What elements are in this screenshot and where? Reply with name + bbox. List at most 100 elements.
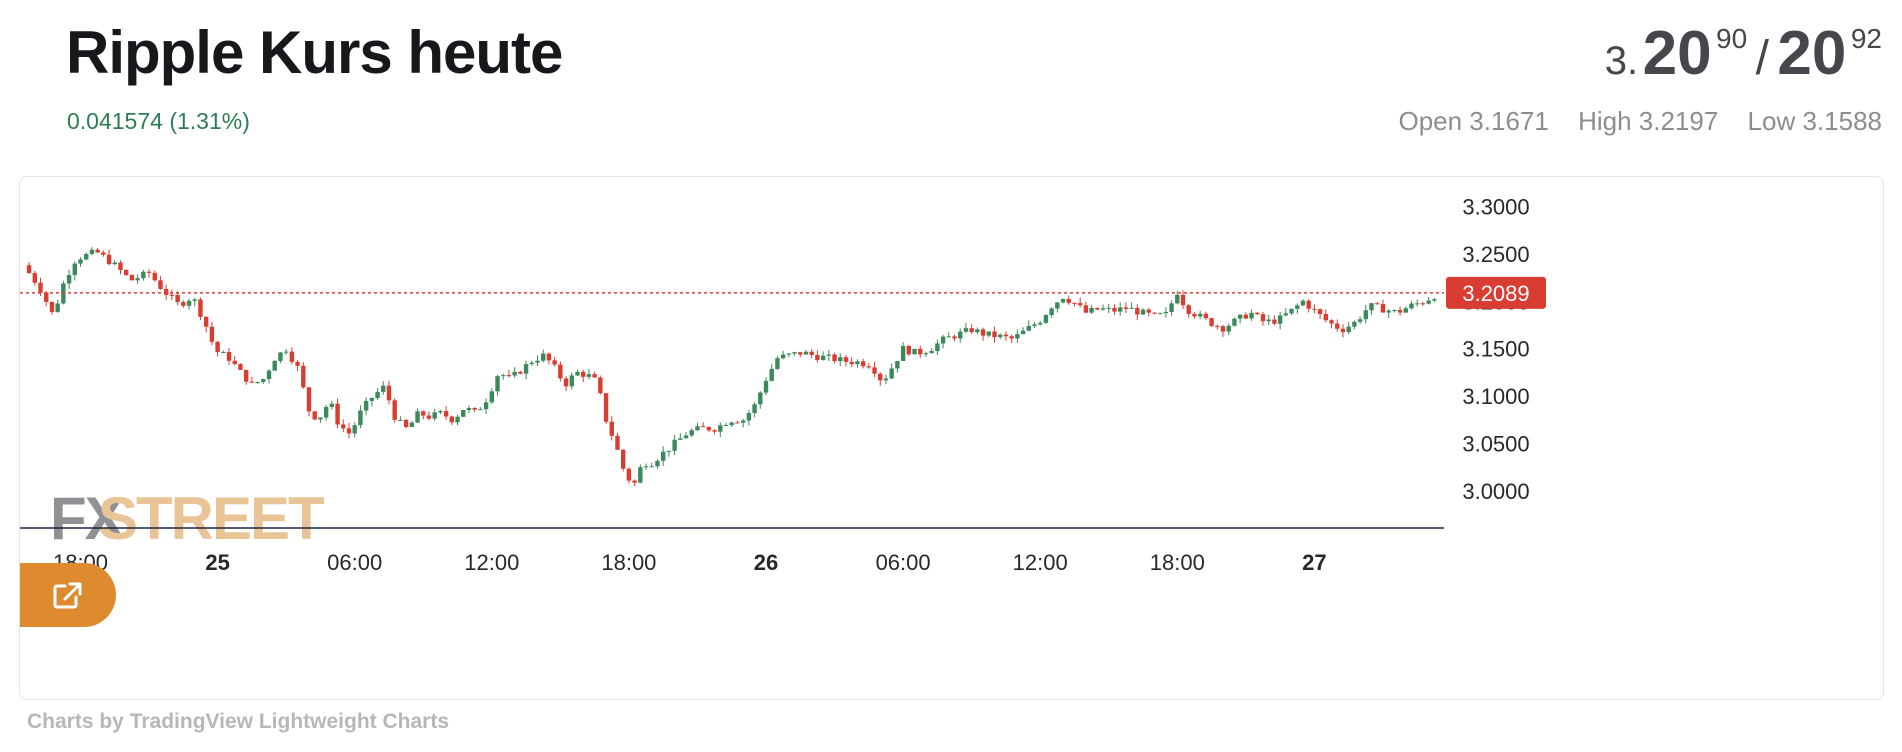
candle-up xyxy=(895,360,900,369)
candle-up xyxy=(221,351,226,353)
candle-up xyxy=(1129,307,1134,309)
candle-up xyxy=(986,331,991,336)
page-title: Ripple Kurs heute xyxy=(66,19,563,86)
candle-up xyxy=(489,391,494,403)
candle-up xyxy=(1140,309,1146,315)
candle-up xyxy=(1032,324,1037,326)
candle-down xyxy=(118,262,123,271)
candle-up xyxy=(900,345,906,361)
candle-up xyxy=(1237,314,1243,319)
candle-down xyxy=(146,271,152,273)
candle-down xyxy=(1209,318,1214,326)
candle-up xyxy=(649,466,654,468)
candle-down xyxy=(386,385,392,401)
fxstreet-logo: FX STREET xyxy=(50,485,326,552)
price-change: 0.041574 (1.31%) xyxy=(67,108,250,134)
x-tick-label: 18:00 xyxy=(601,550,656,575)
candle-down xyxy=(38,282,43,293)
candle-up xyxy=(541,353,546,361)
candle-down xyxy=(843,357,849,362)
candle-up xyxy=(1415,303,1420,305)
low-value: Low 3.1588 xyxy=(1747,106,1882,136)
x-tick-label: 06:00 xyxy=(876,550,931,575)
candle-up xyxy=(1157,313,1163,315)
candle-up xyxy=(1283,313,1289,316)
candle-down xyxy=(546,353,552,361)
external-link-icon xyxy=(53,582,82,609)
candle-up xyxy=(929,350,934,354)
candle-down xyxy=(306,387,312,412)
candle-up xyxy=(1386,310,1391,313)
candle-down xyxy=(1260,314,1266,322)
candle-up xyxy=(1403,308,1408,313)
candle-down xyxy=(289,351,295,362)
candle-up xyxy=(946,336,951,338)
y-axis: 3.30003.25003.20003.15003.10003.05003.00… xyxy=(1462,194,1529,504)
candle-up xyxy=(935,343,940,351)
candle-down xyxy=(26,265,32,274)
candle-up xyxy=(1426,300,1431,304)
candle-up xyxy=(272,360,277,371)
candle-up xyxy=(746,413,752,421)
candle-up xyxy=(940,336,946,344)
candle-up xyxy=(483,402,489,410)
y-tick-label: 3.1500 xyxy=(1462,337,1529,362)
candlestick-chart[interactable]: FX STREET 3.30003.25003.20003.15003.1000… xyxy=(20,177,1883,699)
open-external-button[interactable] xyxy=(20,563,116,627)
candle-up xyxy=(283,351,289,353)
candle-up xyxy=(660,451,666,461)
candle-up xyxy=(963,328,969,332)
quote-prefix: 3. xyxy=(1604,39,1639,83)
candle-up xyxy=(1038,322,1043,325)
candle-up xyxy=(1175,294,1180,304)
candle-down xyxy=(1329,320,1334,324)
candle-up xyxy=(55,303,60,312)
candle-up xyxy=(266,370,272,380)
candle-down xyxy=(906,345,912,355)
candle-down xyxy=(1146,309,1151,313)
candle-up xyxy=(523,364,529,374)
candle-up xyxy=(1392,310,1397,312)
candle-up xyxy=(1289,308,1294,314)
quote-separator: / xyxy=(1755,32,1769,85)
x-axis: 18:002506:0012:0018:002606:0012:0018:002… xyxy=(53,550,1327,575)
candle-down xyxy=(1203,313,1209,319)
candle-down xyxy=(421,411,426,416)
candle-up xyxy=(723,425,729,427)
ask-price-big: 20 xyxy=(1777,19,1847,88)
candle-down xyxy=(1323,314,1329,321)
candle-down xyxy=(1135,307,1140,315)
candle-down xyxy=(449,416,455,423)
y-tick-label: 3.1000 xyxy=(1462,384,1529,409)
candle-down xyxy=(392,400,397,420)
candle-up xyxy=(683,435,689,439)
candle-up xyxy=(461,410,466,417)
candle-down xyxy=(1255,312,1260,315)
candle-down xyxy=(1192,313,1197,317)
candle-up xyxy=(278,352,283,361)
candle-up xyxy=(826,354,832,356)
candle-down xyxy=(163,289,169,295)
candle-down xyxy=(1420,303,1426,305)
candle-up xyxy=(1300,300,1306,306)
bid-price-big: 20 xyxy=(1642,19,1712,88)
candle-up xyxy=(432,412,437,419)
candle-down xyxy=(609,421,614,436)
candle-up xyxy=(638,467,643,483)
candle-up xyxy=(912,348,917,355)
y-tick-label: 3.2500 xyxy=(1462,242,1529,267)
candle-up xyxy=(752,404,757,414)
candle-down xyxy=(1317,309,1323,315)
high-value: High 3.2197 xyxy=(1578,106,1719,136)
candle-up xyxy=(889,368,894,379)
candle-up xyxy=(329,403,335,407)
ohl-stats: Open 3.1671 High 3.2197 Low 3.1588 xyxy=(1376,106,1882,137)
candle-down xyxy=(209,326,215,342)
candle-up xyxy=(352,425,357,434)
candle-down xyxy=(815,355,820,361)
candle-up xyxy=(1197,313,1203,317)
chart-container[interactable]: FX STREET 3.30003.25003.20003.15003.1000… xyxy=(19,176,1884,700)
candle-up xyxy=(1232,318,1237,326)
candle-up xyxy=(1089,307,1094,313)
candle-down xyxy=(1375,303,1380,305)
